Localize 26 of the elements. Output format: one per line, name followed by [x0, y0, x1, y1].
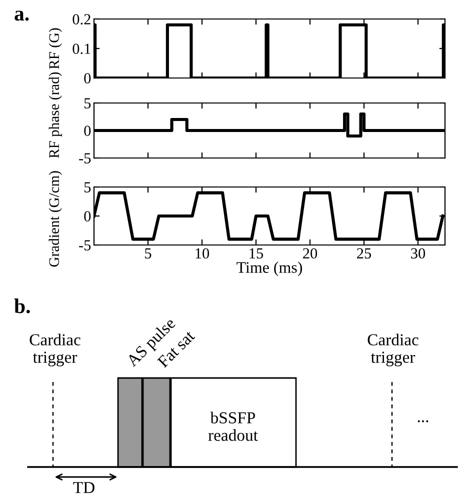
y-tick-label: -5 — [79, 240, 91, 250]
text: ... — [418, 420, 428, 422]
text: Cardiac trigger — [30, 334, 80, 366]
x-axis-title: Time (ms) — [236, 262, 302, 276]
x-tick-label: 5 — [145, 248, 152, 259]
y-axis-title: Gradient (G/cm) — [48, 171, 62, 267]
y-tick-label: -5 — [79, 153, 91, 164]
y-tick-label: 0 — [84, 73, 91, 84]
y-tick-label: 0 — [84, 126, 91, 136]
y-tick-label: 5 — [84, 182, 91, 192]
x-tick-label: 10 — [196, 248, 210, 259]
y-tick-label: 0 — [84, 211, 91, 222]
y-tick-label: 0.1 — [72, 44, 90, 54]
y-tick-label: 0.2 — [72, 14, 90, 25]
y-tick-label: 5 — [84, 98, 91, 108]
y-axis-title: RF (G) — [48, 28, 62, 69]
x-tick-label: 15 — [250, 248, 264, 259]
text: TD — [73, 482, 94, 494]
x-tick-label: 20 — [303, 248, 318, 259]
x-tick-label: 30 — [411, 248, 426, 259]
text: Cardiac trigger — [368, 334, 418, 366]
y-axis-title: RF phase (rad) — [48, 72, 62, 158]
text: bSSFP readout — [208, 412, 258, 441]
chart-title: a. — [14, 10, 29, 21]
text: b. — [14, 298, 30, 314]
x-tick-label: 25 — [357, 248, 372, 259]
